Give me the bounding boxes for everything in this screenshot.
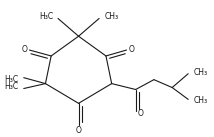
Text: O: O xyxy=(138,109,144,118)
Text: CH₃: CH₃ xyxy=(194,96,208,105)
Text: CH₃: CH₃ xyxy=(194,68,208,77)
Text: H₃C: H₃C xyxy=(4,82,19,91)
Text: CH₃: CH₃ xyxy=(104,12,118,21)
Text: O: O xyxy=(76,126,82,135)
Text: O: O xyxy=(129,45,134,54)
Text: H₃C: H₃C xyxy=(39,12,53,21)
Text: H₃C: H₃C xyxy=(4,75,19,84)
Text: O: O xyxy=(21,45,27,54)
